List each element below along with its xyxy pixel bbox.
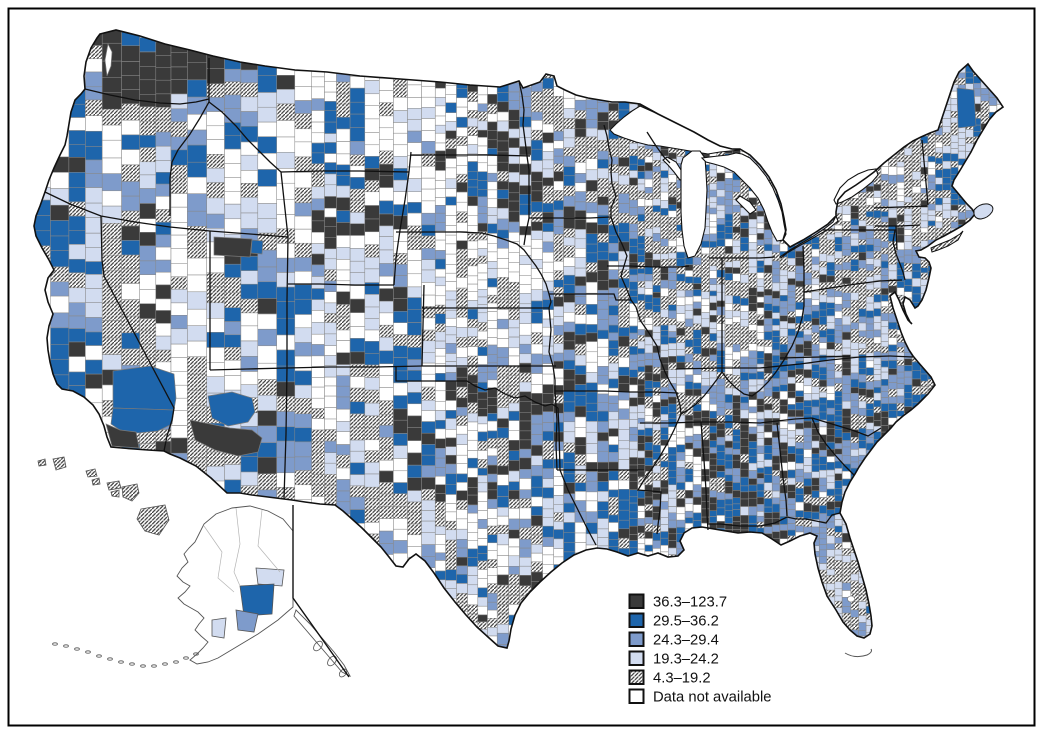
svg-text:4.3–19.2: 4.3–19.2 — [653, 671, 711, 687]
svg-text:36.3–123.7: 36.3–123.7 — [653, 595, 727, 611]
svg-text:19.3–24.2: 19.3–24.2 — [653, 652, 719, 668]
svg-text:29.5–36.2: 29.5–36.2 — [653, 614, 719, 630]
svg-text:Data not available: Data not available — [653, 690, 771, 706]
svg-text:24.3–29.4: 24.3–29.4 — [653, 633, 719, 649]
